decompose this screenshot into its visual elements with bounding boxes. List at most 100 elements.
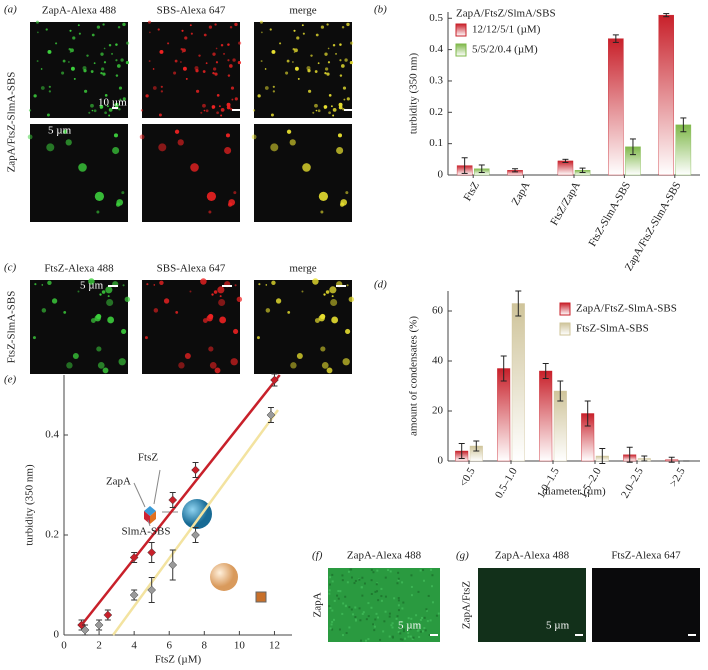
condensate <box>327 47 330 50</box>
noise <box>402 601 405 604</box>
noise <box>379 638 382 641</box>
condensate <box>317 109 321 113</box>
column-title: merge <box>289 263 316 275</box>
condensate <box>346 22 350 27</box>
noise <box>331 580 334 583</box>
condensate <box>108 43 112 47</box>
condensate <box>294 48 298 53</box>
condensate <box>181 29 184 32</box>
condensate <box>35 20 39 24</box>
condensate <box>102 72 106 76</box>
noise <box>410 574 413 577</box>
noise <box>373 629 376 632</box>
annotation: ZapA <box>106 476 131 488</box>
condensate <box>33 94 37 98</box>
condensate <box>77 24 80 27</box>
annotation: SlmA-SBS <box>122 526 171 538</box>
condensate <box>189 24 192 27</box>
noise <box>370 579 373 582</box>
noise <box>397 599 400 602</box>
condensate <box>47 49 52 54</box>
noise <box>370 606 373 609</box>
legend-label: 12/12/5/1 (µM) <box>472 24 541 36</box>
condensate <box>320 346 326 352</box>
column-title: ZapA-Alexa 488 <box>42 5 117 17</box>
legend-swatch <box>559 322 571 336</box>
noise <box>336 594 339 597</box>
noise <box>419 569 422 572</box>
condensate <box>315 33 319 37</box>
noise <box>380 587 383 590</box>
condensate <box>115 59 118 62</box>
condensate <box>102 23 105 26</box>
point <box>191 530 200 540</box>
condensate <box>265 308 271 313</box>
condensate <box>264 86 269 90</box>
condensate <box>97 361 105 369</box>
noise <box>397 577 400 580</box>
condensate <box>48 85 51 88</box>
x-tick-label: 0 <box>61 640 67 652</box>
condensate <box>120 58 124 62</box>
noise <box>344 605 347 608</box>
condensate <box>157 28 160 31</box>
noise <box>367 615 370 618</box>
noise <box>347 570 350 573</box>
condensate <box>208 346 214 352</box>
condensate <box>122 97 126 101</box>
condensate <box>90 318 96 323</box>
condensate <box>148 31 151 34</box>
micrograph <box>30 280 128 374</box>
y-axis-label: amount of condensates (%) <box>408 316 420 436</box>
noise <box>341 574 344 577</box>
condensate <box>215 61 219 64</box>
condensate <box>94 191 105 201</box>
condensate <box>211 105 216 109</box>
condensate <box>256 336 260 340</box>
condensate <box>103 47 106 50</box>
bar <box>608 38 624 176</box>
x-tick-label: 10 <box>234 640 246 652</box>
condensate <box>196 89 200 93</box>
condensate <box>152 86 157 90</box>
condensate <box>231 98 234 101</box>
condensate <box>252 109 256 112</box>
condensate <box>103 61 107 64</box>
condensate <box>139 134 145 140</box>
condensate <box>96 210 100 214</box>
noise <box>330 623 333 626</box>
noise <box>411 637 414 640</box>
condensate <box>126 41 130 45</box>
condensate <box>272 85 275 88</box>
condensate <box>34 283 37 286</box>
noise <box>345 632 348 635</box>
y-tick-label: 0 <box>54 629 60 641</box>
condensate <box>230 107 233 111</box>
noise <box>401 621 404 624</box>
condensate <box>339 43 342 46</box>
y-tick-label: 0.3 <box>429 74 443 86</box>
condensate <box>190 32 193 35</box>
condensate <box>88 278 95 285</box>
noise <box>389 570 392 573</box>
noise <box>431 585 434 588</box>
condensate <box>51 298 58 304</box>
condensate <box>286 59 290 63</box>
noise <box>384 595 387 598</box>
condensate <box>167 42 170 45</box>
condensate <box>219 316 227 324</box>
condensate <box>202 103 206 108</box>
condensate <box>345 191 349 195</box>
condensate <box>329 286 337 294</box>
noise <box>387 569 390 572</box>
condensate <box>118 358 126 366</box>
condensate <box>350 41 354 45</box>
condensate <box>190 163 199 172</box>
condensate <box>140 109 144 112</box>
condensate <box>325 290 330 294</box>
noise <box>391 622 394 625</box>
condensate <box>66 362 73 369</box>
scale-label: 5 µm <box>398 620 422 632</box>
condensate <box>182 66 187 71</box>
condensate <box>344 58 348 62</box>
